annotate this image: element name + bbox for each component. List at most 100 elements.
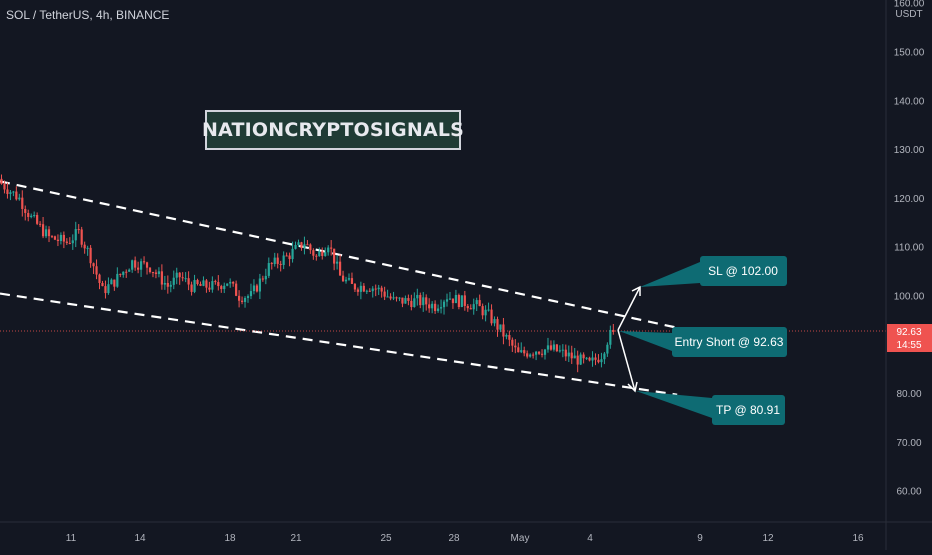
candle — [526, 350, 529, 359]
candle — [285, 252, 288, 257]
x-tick-label: 9 — [697, 533, 703, 544]
x-tick-label: 4 — [587, 533, 593, 544]
candle — [529, 353, 532, 358]
candle — [579, 352, 582, 366]
candle — [107, 277, 110, 295]
y-tick-label: 130.00 — [894, 145, 925, 156]
candle — [564, 344, 567, 361]
candle — [511, 337, 514, 352]
candle — [303, 236, 306, 255]
candle — [395, 296, 398, 302]
candle — [359, 281, 362, 300]
sl-callout[interactable] — [700, 256, 787, 286]
x-tick-label: 14 — [134, 533, 146, 544]
candle — [333, 248, 336, 271]
candle — [576, 350, 579, 373]
candle — [558, 345, 561, 353]
candle — [238, 290, 241, 308]
candle — [74, 221, 77, 248]
candle — [594, 353, 597, 366]
candle — [347, 273, 351, 281]
candle — [523, 346, 526, 357]
candle — [514, 339, 517, 354]
candle — [374, 284, 377, 297]
time-axis[interactable]: 11 14 18 21 25 28 May 4 9 12 16 — [66, 533, 864, 544]
candle — [53, 235, 57, 241]
candle — [160, 264, 163, 290]
candle — [196, 278, 199, 286]
candle — [499, 324, 502, 333]
candle — [92, 262, 95, 274]
candle — [119, 273, 122, 278]
candle — [59, 232, 62, 245]
x-tick-label: 28 — [448, 533, 460, 544]
candle — [258, 273, 261, 300]
candle — [330, 240, 333, 256]
candle — [520, 342, 523, 354]
candle — [309, 243, 312, 254]
candle — [252, 279, 256, 295]
candle — [18, 193, 21, 201]
candle — [270, 262, 273, 270]
candle — [134, 256, 137, 271]
candle — [202, 276, 205, 287]
last-price-badge: 92.63 14:55 — [887, 324, 932, 352]
candle — [463, 290, 466, 311]
candle — [172, 270, 175, 290]
candle — [27, 209, 30, 222]
channel-layer — [0, 180, 678, 396]
candle — [597, 354, 600, 364]
candle — [532, 352, 535, 359]
candle — [460, 295, 463, 308]
tp-arrowhead — [627, 381, 638, 393]
candle — [282, 251, 285, 270]
x-tick-label: 12 — [762, 533, 774, 544]
candle — [255, 283, 259, 293]
candle — [9, 189, 12, 201]
annotation-layer[interactable]: SL @ 102.00 Entry Short @ 92.63 TP @ 80.… — [617, 256, 787, 425]
entry-callout[interactable] — [672, 327, 787, 357]
candle — [603, 351, 606, 365]
candle — [570, 345, 573, 364]
sl-label: SL @ 102.00 — [708, 264, 778, 278]
tp-callout[interactable] — [712, 395, 785, 425]
candle — [41, 216, 45, 239]
candle — [193, 274, 196, 294]
candle — [50, 235, 54, 239]
candle — [428, 298, 431, 313]
candle — [543, 348, 547, 360]
x-tick-label: 16 — [852, 533, 864, 544]
candle — [535, 350, 538, 361]
candle — [368, 288, 371, 292]
candle — [166, 275, 169, 294]
candle — [15, 186, 18, 201]
candle — [125, 269, 128, 278]
candle — [517, 342, 520, 353]
candle — [273, 252, 276, 267]
candle — [552, 340, 556, 352]
candle — [344, 276, 348, 284]
candle — [404, 295, 407, 304]
candle — [246, 294, 250, 303]
price-axis[interactable]: 60.0070.0080.0090.00100.00110.00120.0013… — [894, 0, 925, 498]
y-tick-label: 80.00 — [896, 389, 921, 400]
candle — [585, 357, 588, 360]
candle — [175, 267, 178, 285]
candle — [422, 291, 425, 312]
watermark-banner: NATIONCRYPTOSIGNALS — [202, 110, 464, 150]
candle — [83, 241, 86, 254]
candle — [306, 240, 309, 246]
candle — [600, 352, 603, 368]
candle — [261, 275, 264, 282]
candle — [104, 280, 107, 299]
candle — [95, 259, 98, 280]
symbol-title[interactable]: SOL / TetherUS, 4h, BINANCE — [6, 8, 170, 22]
candle — [226, 283, 229, 287]
candle — [86, 245, 89, 256]
candle — [546, 337, 550, 353]
candle — [318, 247, 321, 257]
candle — [214, 279, 217, 285]
candle — [24, 205, 27, 221]
